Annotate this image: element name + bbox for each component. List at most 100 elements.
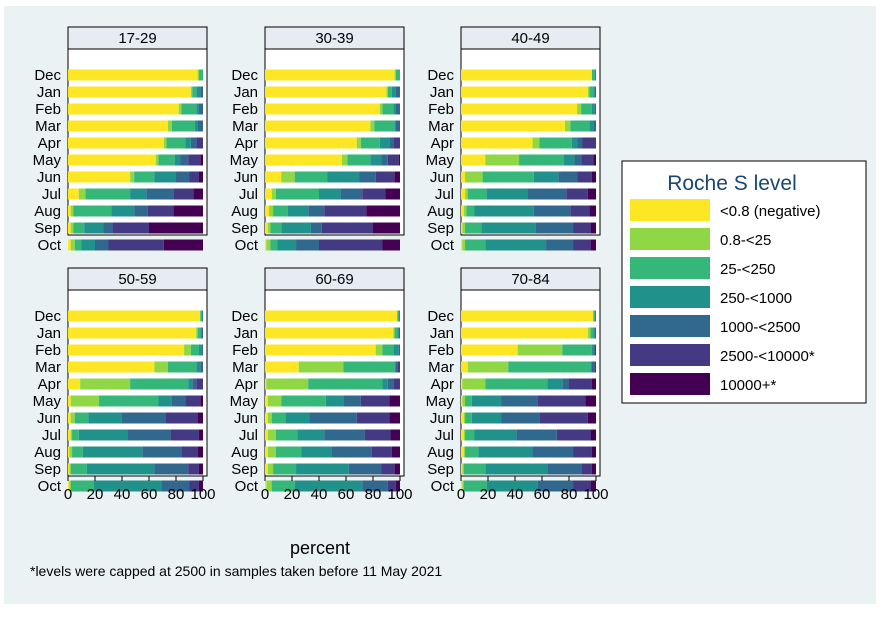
- bar-segment-Jul-6: [590, 429, 596, 441]
- bar-segment-Sep-1: [267, 463, 274, 475]
- bar-segment-May-4: [171, 395, 186, 407]
- bar-segment-Oct-1: [462, 239, 466, 251]
- bar-segment-Jul-2: [467, 188, 487, 200]
- x-tick-label: 0: [261, 486, 269, 503]
- bar-segment-Feb-0: [461, 103, 578, 115]
- month-label: Feb: [232, 342, 258, 359]
- bar-segment-Jul-3: [297, 429, 325, 441]
- bar-segment-Feb-2: [181, 103, 197, 115]
- bar-segment-May-6: [398, 154, 400, 166]
- bar-segment-Jun-0: [265, 171, 282, 183]
- bar-segment-May-5: [537, 395, 586, 407]
- bar-segment-Feb-0: [68, 344, 185, 356]
- bar-segment-May-0: [461, 154, 486, 166]
- bar-segment-Jul-0: [461, 188, 466, 200]
- bar-segment-Oct-6: [198, 480, 203, 492]
- bar-segment-Jul-1: [78, 188, 86, 200]
- bar-segment-Aug-6: [366, 205, 400, 217]
- month-label: Feb: [428, 101, 454, 118]
- bar-segment-Jan-0: [68, 327, 197, 339]
- bar-segment-Aug-3: [474, 205, 534, 217]
- bar-segment-Feb-1: [178, 103, 182, 115]
- bar-segment-Oct-3: [485, 239, 547, 251]
- x-axis-label: percent: [290, 538, 350, 558]
- bar-segment-May-2: [465, 395, 472, 407]
- legend-label: <0.8 (negative): [720, 203, 820, 220]
- bar-segment-Jul-4: [127, 429, 171, 441]
- bar-segment-Dec-1: [197, 69, 199, 81]
- bar-segment-Dec-2: [198, 69, 203, 81]
- bar-segment-Aug-5: [324, 205, 367, 217]
- bar-segment-Aug-2: [72, 446, 83, 458]
- bar-segment-Dec-3: [594, 310, 596, 322]
- bar-segment-Feb-1: [184, 344, 191, 356]
- bar-segment-Feb-2: [581, 103, 592, 115]
- month-label: Aug: [231, 203, 258, 220]
- bar-segment-Mar-5: [594, 361, 596, 373]
- bar-segment-Oct-5: [319, 239, 383, 251]
- bar-segment-Jul-5: [362, 188, 386, 200]
- bar-segment-Sep-4: [547, 463, 582, 475]
- bar-segment-Jul-6: [385, 188, 400, 200]
- panel-title: 30-39: [315, 30, 353, 47]
- bar-segment-Sep-1: [70, 222, 74, 234]
- bar-segment-Jun-0: [68, 412, 71, 424]
- legend-label: 10000+*: [720, 377, 776, 394]
- bar-segment-Sep-1: [267, 222, 271, 234]
- bar-segment-Jul-3: [486, 188, 528, 200]
- bar-segment-Oct-4: [537, 480, 574, 492]
- bar-segment-Jun-2: [482, 171, 534, 183]
- bar-segment-Aug-4: [134, 205, 148, 217]
- bar-segment-Apr-5: [582, 137, 596, 149]
- bar-segment-Jan-3: [196, 86, 201, 98]
- bar-segment-Aug-5: [573, 446, 592, 458]
- bar-segment-Oct-5: [108, 239, 164, 251]
- bar-segment-Feb-0: [68, 103, 179, 115]
- bar-segment-Oct-3: [486, 480, 538, 492]
- bar-segment-Sep-4: [103, 222, 113, 234]
- bar-segment-Feb-0: [265, 344, 376, 356]
- month-label: Jul: [42, 427, 61, 444]
- bar-segment-May-6: [200, 395, 203, 407]
- bar-segment-Aug-4: [308, 205, 325, 217]
- bar-segment-Aug-3: [111, 205, 135, 217]
- month-label: Dec: [427, 67, 454, 84]
- bar-segment-Oct-3: [294, 480, 363, 492]
- bar-segment-Aug-4: [142, 446, 182, 458]
- bar-segment-Jul-3: [78, 429, 128, 441]
- bar-segment-Sep-5: [381, 463, 395, 475]
- bar-segment-Oct-3: [277, 239, 297, 251]
- bar-segment-Apr-4: [562, 378, 569, 390]
- footnote: *levels were capped at 2500 in samples t…: [30, 563, 442, 579]
- bar-segment-Jan-1: [587, 86, 590, 98]
- bar-segment-Jan-3: [593, 86, 595, 98]
- bar-segment-Jan-3: [391, 86, 396, 98]
- bar-segment-Jun-1: [130, 171, 135, 183]
- bar-segment-Jan-0: [68, 86, 191, 98]
- bar-segment-May-3: [370, 154, 382, 166]
- bar-segment-Aug-4: [532, 446, 574, 458]
- bar-segment-Jul-4: [340, 188, 363, 200]
- month-label: May: [33, 393, 62, 410]
- bar-segment-Jul-5: [364, 429, 391, 441]
- bar-segment-Sep-5: [321, 222, 373, 234]
- panel-title: 17-29: [118, 30, 156, 47]
- bar-segment-May-5: [188, 154, 201, 166]
- bar-segment-Apr-0: [68, 137, 164, 149]
- bar-segment-Mar-3: [394, 361, 396, 373]
- bar-segment-Jul-1: [70, 429, 73, 441]
- bar-segment-Jun-5: [189, 171, 199, 183]
- bar-segment-Mar-3: [589, 120, 594, 132]
- bar-segment-Mar-0: [461, 361, 468, 373]
- bar-segment-Jan-2: [387, 86, 392, 98]
- x-tick-label: 20: [480, 486, 497, 503]
- month-label: Jan: [37, 325, 61, 342]
- bar-segment-Sep-3: [84, 222, 104, 234]
- bar-segment-Sep-0: [461, 222, 463, 234]
- month-label: Feb: [232, 101, 258, 118]
- month-label: Mar: [35, 359, 61, 376]
- bar-segment-Oct-3: [81, 239, 95, 251]
- bar-segment-Feb-3: [591, 344, 594, 356]
